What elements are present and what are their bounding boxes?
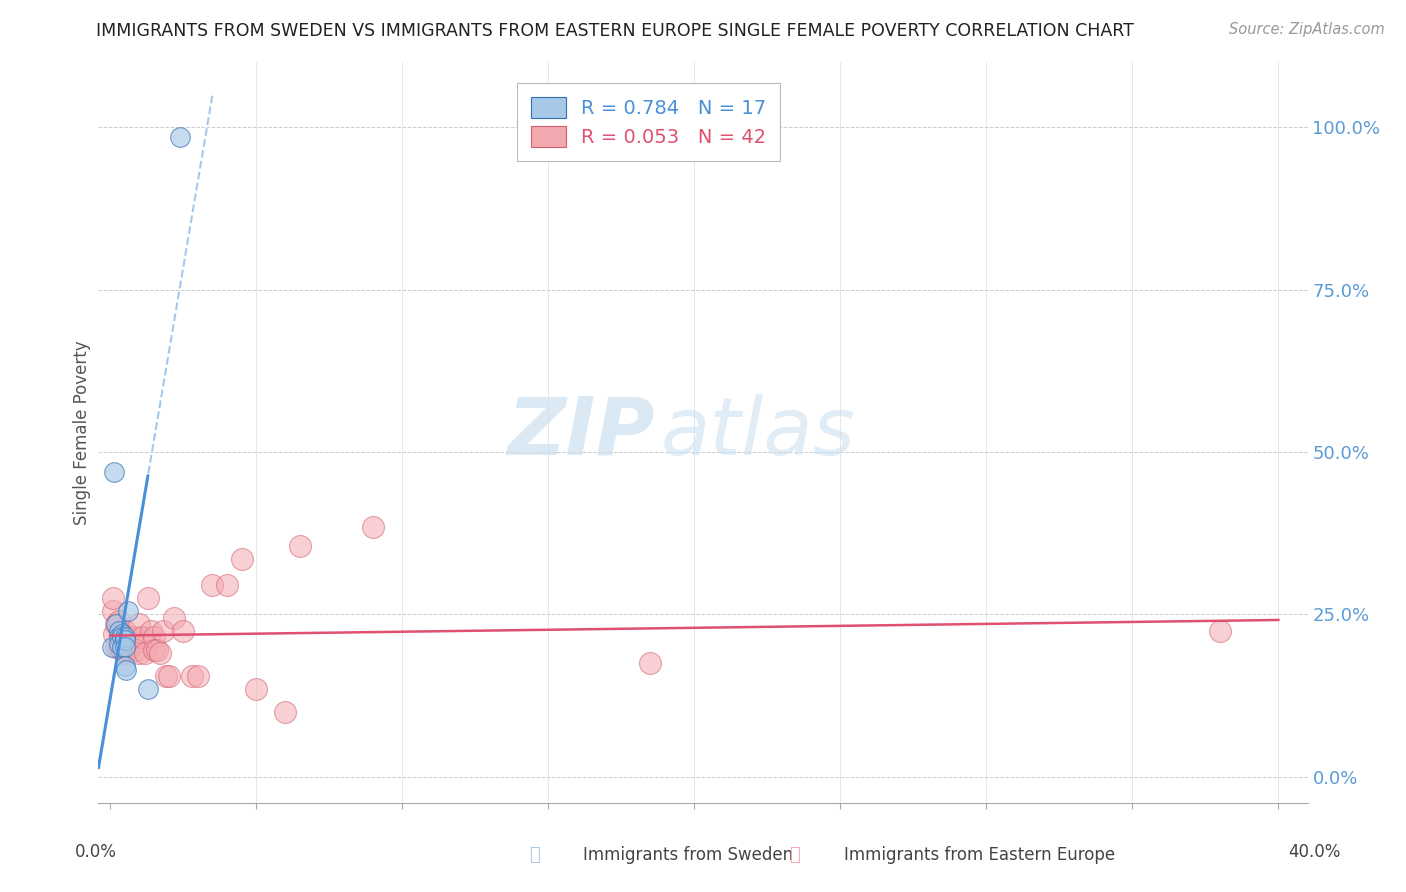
Point (136, 682, 159, 697)
Point (115, 663, 138, 677)
Point (100, 640, 122, 654)
Point (163, 611, 186, 625)
Point (103, 627, 125, 641)
Point (231, 552, 253, 566)
Point (108, 630, 131, 644)
Point (152, 624, 174, 638)
Point (108, 624, 131, 638)
Point (155, 669, 177, 683)
Point (111, 627, 134, 641)
Point (245, 682, 267, 697)
Point (201, 578, 224, 592)
Point (125, 643, 148, 657)
Point (128, 647, 150, 661)
Point (288, 539, 311, 553)
Point (128, 617, 150, 632)
Point (134, 647, 156, 661)
Point (114, 633, 136, 648)
Point (114, 647, 136, 661)
Text: Source: ZipAtlas.com: Source: ZipAtlas.com (1229, 22, 1385, 37)
Point (117, 630, 139, 644)
Point (117, 643, 139, 657)
Point (111, 630, 134, 644)
Point (114, 640, 136, 654)
Point (361, 520, 384, 534)
Text: 0.0%: 0.0% (75, 843, 117, 861)
Point (139, 624, 162, 638)
Point (101, 591, 124, 606)
Point (111, 643, 134, 657)
Legend: R = 0.784   N = 17, R = 0.053   N = 42: R = 0.784 N = 17, R = 0.053 N = 42 (517, 83, 780, 161)
Y-axis label: Single Female Poverty: Single Female Poverty (73, 341, 91, 524)
Point (104, 617, 127, 632)
Point (111, 640, 134, 654)
Point (108, 614, 131, 628)
Point (108, 640, 131, 654)
Text: ⬜: ⬜ (529, 846, 540, 863)
Text: Immigrants from Sweden: Immigrants from Sweden (583, 846, 793, 863)
Point (114, 630, 136, 644)
Text: IMMIGRANTS FROM SWEDEN VS IMMIGRANTS FROM EASTERN EUROPE SINGLE FEMALE POVERTY C: IMMIGRANTS FROM SWEDEN VS IMMIGRANTS FRO… (96, 22, 1133, 40)
Point (136, 591, 159, 606)
Text: 40.0%: 40.0% (1288, 843, 1341, 861)
Point (111, 630, 134, 644)
Point (117, 604, 139, 618)
Point (149, 647, 172, 661)
Point (180, 669, 202, 683)
Point (169, 130, 191, 145)
Point (146, 643, 169, 657)
Point (215, 578, 238, 592)
Point (103, 465, 125, 479)
Point (131, 630, 153, 644)
Point (104, 640, 127, 654)
Point (108, 637, 131, 651)
Point (1209, 624, 1232, 638)
Point (120, 640, 142, 654)
Text: ZIP: ZIP (508, 393, 655, 472)
Point (101, 604, 124, 618)
Text: atlas: atlas (661, 393, 855, 472)
Point (157, 669, 180, 683)
Point (122, 630, 145, 644)
Point (114, 624, 136, 638)
Point (187, 669, 209, 683)
Point (142, 643, 165, 657)
Point (142, 630, 165, 644)
Point (274, 705, 297, 719)
Point (172, 624, 194, 638)
Point (104, 617, 127, 632)
Text: ⬜: ⬜ (789, 846, 800, 863)
Point (640, 656, 662, 670)
Point (114, 659, 136, 673)
Text: Immigrants from Eastern Europe: Immigrants from Eastern Europe (844, 846, 1115, 863)
